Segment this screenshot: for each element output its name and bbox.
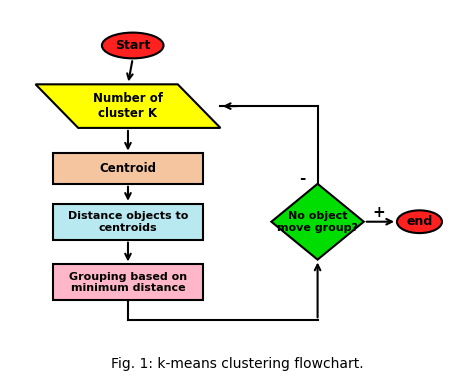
Text: Centroid: Centroid [100, 162, 156, 175]
Ellipse shape [397, 210, 442, 233]
Text: Fig. 1: k-means clustering flowchart.: Fig. 1: k-means clustering flowchart. [111, 357, 363, 371]
Text: end: end [406, 215, 433, 228]
Text: Distance objects to
centroids: Distance objects to centroids [68, 211, 188, 232]
FancyBboxPatch shape [54, 265, 202, 300]
FancyBboxPatch shape [54, 153, 202, 184]
Polygon shape [36, 85, 220, 128]
Polygon shape [271, 184, 364, 260]
FancyBboxPatch shape [54, 204, 202, 240]
Text: No object
move group?: No object move group? [277, 211, 358, 232]
Text: Start: Start [115, 39, 150, 52]
Ellipse shape [102, 33, 164, 58]
Text: -: - [299, 171, 306, 186]
Text: Number of
cluster K: Number of cluster K [93, 92, 163, 120]
Text: +: + [372, 205, 384, 220]
Text: Grouping based on
minimum distance: Grouping based on minimum distance [69, 272, 187, 293]
